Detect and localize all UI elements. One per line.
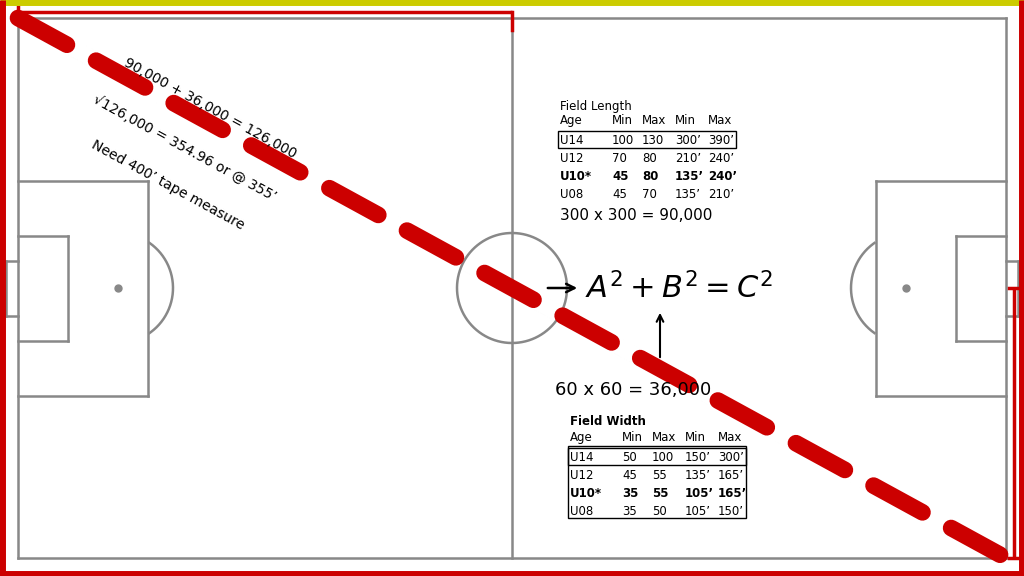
Text: 45: 45 bbox=[612, 188, 627, 201]
Text: U12: U12 bbox=[560, 152, 584, 165]
Text: 90,000 + 36,000 = 126,000: 90,000 + 36,000 = 126,000 bbox=[122, 55, 299, 161]
Text: 80: 80 bbox=[642, 152, 656, 165]
Text: 100: 100 bbox=[652, 451, 674, 464]
Text: 300’: 300’ bbox=[718, 451, 743, 464]
Bar bbox=[568, 446, 746, 518]
Text: 35: 35 bbox=[622, 505, 637, 518]
Text: 50: 50 bbox=[652, 505, 667, 518]
Text: $A^2 + B^2 = C^2$: $A^2 + B^2 = C^2$ bbox=[585, 272, 773, 304]
Text: Min: Min bbox=[622, 431, 643, 444]
Text: Min: Min bbox=[612, 114, 633, 127]
Text: Min: Min bbox=[675, 114, 696, 127]
Text: Age: Age bbox=[570, 431, 593, 444]
Text: 60 x 60 = 36,000: 60 x 60 = 36,000 bbox=[555, 381, 712, 399]
Text: U10*: U10* bbox=[560, 170, 592, 183]
Text: 100: 100 bbox=[612, 134, 634, 147]
Text: 210’: 210’ bbox=[708, 188, 734, 201]
Text: 240’: 240’ bbox=[708, 170, 737, 183]
Text: 150’: 150’ bbox=[685, 451, 711, 464]
Text: 135’: 135’ bbox=[675, 188, 701, 201]
Text: Max: Max bbox=[652, 431, 677, 444]
Text: √126,000 = 354.96 or @ 355’: √126,000 = 354.96 or @ 355’ bbox=[91, 92, 279, 204]
Text: 150’: 150’ bbox=[718, 505, 744, 518]
Bar bbox=[568, 448, 746, 465]
Text: 70: 70 bbox=[642, 188, 656, 201]
Text: 165’: 165’ bbox=[718, 487, 748, 500]
Text: 300 x 300 = 90,000: 300 x 300 = 90,000 bbox=[560, 207, 713, 222]
Text: 210’: 210’ bbox=[675, 152, 701, 165]
Text: Field Width: Field Width bbox=[570, 415, 646, 428]
Text: U12: U12 bbox=[570, 469, 594, 482]
Text: 390’: 390’ bbox=[708, 134, 734, 147]
Text: 135’: 135’ bbox=[685, 469, 711, 482]
Text: 240’: 240’ bbox=[708, 152, 734, 165]
Text: Need 400’ tape measure: Need 400’ tape measure bbox=[89, 138, 247, 232]
Text: U14: U14 bbox=[560, 134, 584, 147]
Text: 50: 50 bbox=[622, 451, 637, 464]
Text: B
Width: B Width bbox=[1022, 393, 1024, 433]
Text: 105’: 105’ bbox=[685, 505, 711, 518]
Bar bbox=[558, 131, 736, 148]
Text: 300’: 300’ bbox=[675, 134, 700, 147]
Text: 55: 55 bbox=[652, 469, 667, 482]
Text: Age: Age bbox=[560, 114, 583, 127]
Text: 35: 35 bbox=[622, 487, 638, 500]
Text: Max: Max bbox=[642, 114, 667, 127]
Text: Max: Max bbox=[708, 114, 732, 127]
Text: 135’: 135’ bbox=[675, 170, 705, 183]
Text: 45: 45 bbox=[622, 469, 637, 482]
Text: 80: 80 bbox=[642, 170, 658, 183]
Text: U10*: U10* bbox=[570, 487, 602, 500]
Text: 130: 130 bbox=[642, 134, 665, 147]
Text: 70: 70 bbox=[612, 152, 627, 165]
Text: U08: U08 bbox=[570, 505, 593, 518]
Text: U08: U08 bbox=[560, 188, 584, 201]
Text: 105’: 105’ bbox=[685, 487, 714, 500]
Text: 45: 45 bbox=[612, 170, 629, 183]
Text: A
Length: A Length bbox=[266, 0, 324, 4]
Text: Max: Max bbox=[718, 431, 742, 444]
Text: 165’: 165’ bbox=[718, 469, 744, 482]
Text: Min: Min bbox=[685, 431, 706, 444]
Text: U14: U14 bbox=[570, 451, 594, 464]
Text: 55: 55 bbox=[652, 487, 669, 500]
Text: Field Length: Field Length bbox=[560, 100, 632, 113]
